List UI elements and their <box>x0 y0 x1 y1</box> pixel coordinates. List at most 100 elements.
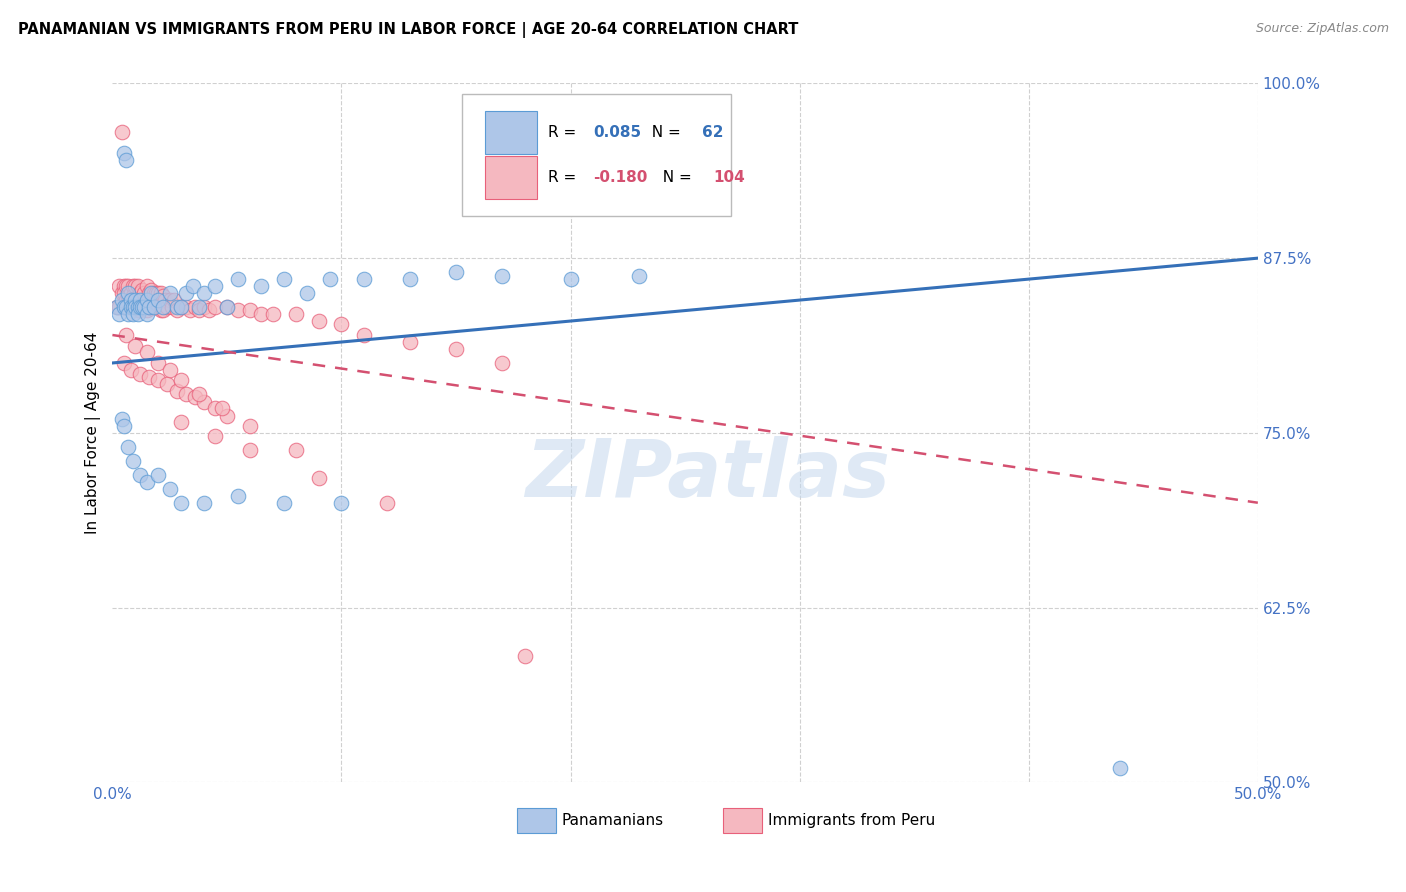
Point <box>110 125 132 139</box>
Point <box>204 279 226 293</box>
Text: 0.085: 0.085 <box>593 125 641 140</box>
Point <box>444 342 467 356</box>
Point <box>142 300 165 314</box>
Point <box>122 279 145 293</box>
Point <box>152 300 174 314</box>
Point <box>108 307 131 321</box>
Point <box>124 300 146 314</box>
Point <box>193 496 215 510</box>
Point <box>184 300 207 314</box>
Point <box>375 496 398 510</box>
Point <box>134 300 156 314</box>
Point <box>308 314 330 328</box>
Point <box>117 279 139 293</box>
Text: PANAMANIAN VS IMMIGRANTS FROM PERU IN LABOR FORCE | AGE 20-64 CORRELATION CHART: PANAMANIAN VS IMMIGRANTS FROM PERU IN LA… <box>18 22 799 38</box>
FancyBboxPatch shape <box>723 808 762 833</box>
Point <box>179 302 201 317</box>
Point <box>174 300 197 314</box>
Point <box>134 300 156 314</box>
Point <box>159 286 181 301</box>
Point <box>228 302 250 317</box>
Point <box>166 302 188 317</box>
Point <box>120 293 142 307</box>
Point <box>159 482 181 496</box>
FancyBboxPatch shape <box>485 156 537 200</box>
Point <box>152 302 174 317</box>
Point <box>129 300 152 314</box>
Point <box>204 300 226 314</box>
Point <box>141 300 163 314</box>
Point <box>166 384 188 398</box>
Point <box>250 279 273 293</box>
Point <box>159 293 181 307</box>
Point <box>250 307 273 321</box>
Point <box>152 289 174 303</box>
Point <box>170 415 193 429</box>
FancyBboxPatch shape <box>461 94 731 216</box>
Point <box>174 386 197 401</box>
Point <box>1109 761 1132 775</box>
Point <box>284 307 307 321</box>
Point <box>105 300 128 314</box>
Text: Source: ZipAtlas.com: Source: ZipAtlas.com <box>1256 22 1389 36</box>
Y-axis label: In Labor Force | Age 20-64: In Labor Force | Age 20-64 <box>86 332 101 534</box>
Point <box>124 279 146 293</box>
Text: -0.180: -0.180 <box>593 170 648 186</box>
Point <box>117 440 139 454</box>
Point <box>215 300 238 314</box>
Point <box>184 390 207 404</box>
Point <box>127 300 149 314</box>
Point <box>129 467 152 482</box>
Point <box>117 289 139 303</box>
Point <box>148 300 170 314</box>
Point <box>330 496 353 510</box>
Point <box>120 300 142 314</box>
Point <box>153 293 176 307</box>
Point <box>135 307 157 321</box>
Point <box>122 300 145 314</box>
Point <box>353 328 375 343</box>
Point <box>141 286 163 301</box>
Point <box>444 265 467 279</box>
Point <box>215 409 238 423</box>
Point <box>170 300 193 314</box>
Point <box>112 146 135 161</box>
Point <box>513 649 536 664</box>
Point <box>122 454 145 468</box>
Point <box>124 300 146 314</box>
Point <box>138 370 160 384</box>
Point <box>134 286 156 301</box>
Point <box>129 367 152 381</box>
Point <box>308 470 330 484</box>
Point <box>204 401 226 415</box>
Point <box>181 279 204 293</box>
Point <box>124 339 146 353</box>
Point <box>159 363 181 377</box>
Point <box>112 286 135 301</box>
Point <box>112 356 135 370</box>
Point <box>142 286 165 301</box>
Point <box>145 286 167 301</box>
Point <box>273 496 295 510</box>
Text: ZIPatlas: ZIPatlas <box>526 436 890 514</box>
Point <box>193 300 215 314</box>
Point <box>120 293 142 307</box>
Point <box>148 373 170 387</box>
Point <box>108 300 131 314</box>
Point <box>215 300 238 314</box>
Point <box>560 272 582 286</box>
Point <box>120 300 142 314</box>
Point <box>135 475 157 489</box>
Point <box>193 395 215 409</box>
Point <box>160 300 183 314</box>
Text: R =: R = <box>548 170 581 186</box>
Point <box>127 279 149 293</box>
Point <box>148 286 170 301</box>
Point <box>138 300 160 314</box>
Point <box>188 386 211 401</box>
Point <box>273 272 295 286</box>
Text: Immigrants from Peru: Immigrants from Peru <box>768 814 935 828</box>
Point <box>112 279 135 293</box>
Point <box>228 489 250 503</box>
Point <box>174 286 197 301</box>
